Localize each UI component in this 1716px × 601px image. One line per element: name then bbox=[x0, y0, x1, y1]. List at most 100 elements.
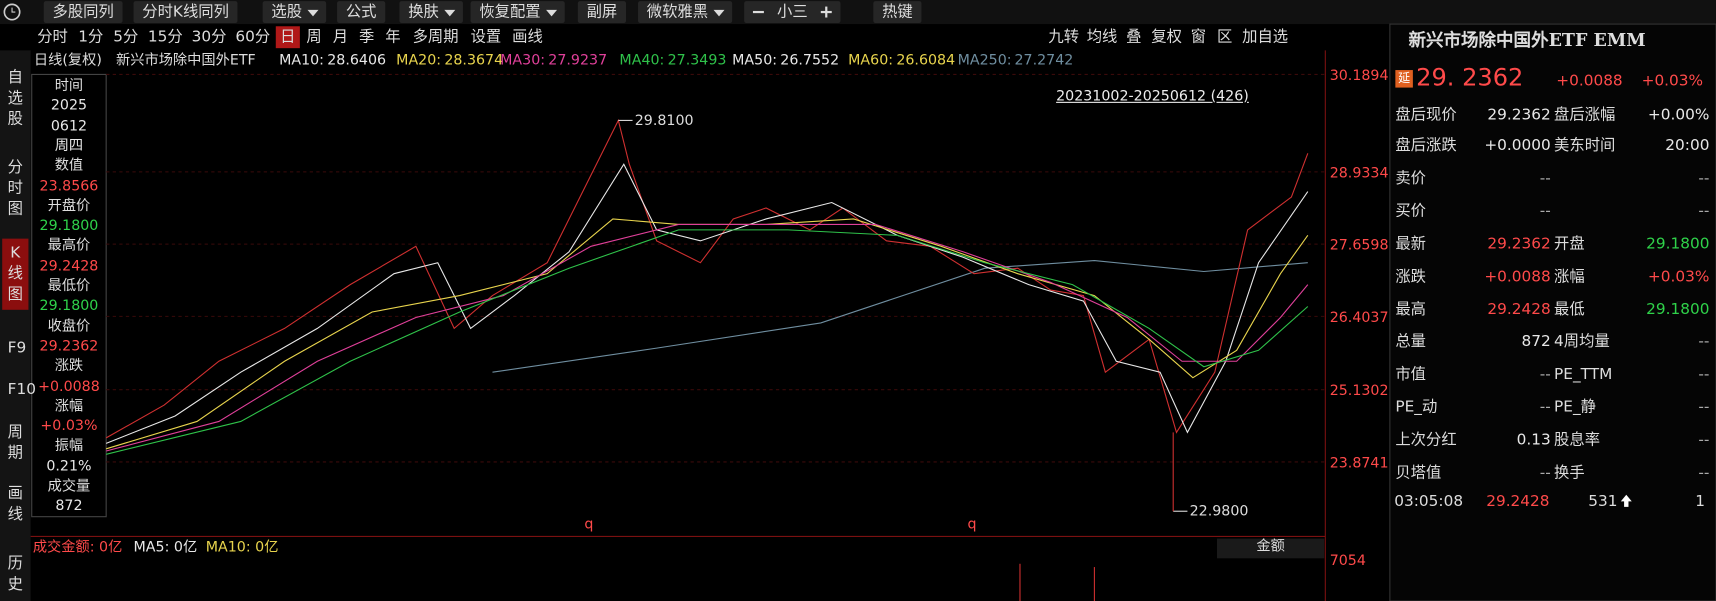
period-tab[interactable]: 季 bbox=[358, 28, 375, 46]
info-label: 成交量 bbox=[47, 478, 91, 495]
quote-cell: +0.0088 bbox=[1484, 268, 1551, 286]
toolbar-button[interactable]: 副屏 bbox=[577, 1, 626, 23]
info-value: 29.2428 bbox=[39, 258, 99, 275]
legend-title: 日线(复权) bbox=[33, 52, 102, 69]
ma250-line bbox=[492, 259, 1308, 373]
quote-cell: 29.1800 bbox=[1646, 235, 1710, 253]
period-tab[interactable]: 5分 bbox=[113, 28, 139, 46]
quote-cell: 开盘 bbox=[1554, 235, 1585, 253]
info-value: 29.1800 bbox=[39, 298, 99, 315]
quote-cell: 29.2428 bbox=[1487, 301, 1551, 319]
period-tab[interactable]: 日 bbox=[275, 26, 300, 49]
info-value: 2025 bbox=[50, 97, 88, 115]
toolbar-button[interactable]: 选股 bbox=[262, 1, 327, 23]
chart-tab[interactable]: 窗 bbox=[1190, 28, 1207, 46]
quote-cell: 盘后现价 bbox=[1395, 106, 1457, 124]
ma-label: MA250: bbox=[957, 52, 1012, 69]
period-tab[interactable]: 30分 bbox=[191, 28, 227, 46]
toolbar-button[interactable]: 公式 bbox=[337, 1, 386, 23]
toolbar-button[interactable]: 热键 bbox=[873, 1, 922, 23]
quote-cell: 盘后涨跌 bbox=[1395, 136, 1457, 155]
quote-cell: 29.2362 bbox=[1487, 106, 1551, 124]
quote-cell: 股息率 bbox=[1554, 431, 1601, 449]
toolbar-button[interactable]: 微软雅黑 bbox=[638, 1, 733, 23]
info-label: 最低价 bbox=[47, 278, 91, 295]
legend-name: 新兴市场除中国外ETF bbox=[116, 52, 256, 69]
quote-cell: +0.03% bbox=[1647, 268, 1710, 286]
period-tab[interactable]: 周 bbox=[306, 28, 322, 46]
toolbar-button[interactable]: 小三 bbox=[744, 1, 841, 23]
quote-title: 新兴市场除中国外ETF EMM bbox=[1408, 29, 1646, 51]
info-label: 最高价 bbox=[47, 237, 91, 255]
nav-item[interactable]: F10 bbox=[7, 380, 36, 399]
quote-cell: -- bbox=[1539, 202, 1551, 221]
quote-price: 29. 2362 bbox=[1416, 64, 1524, 92]
period-tab[interactable]: 月 bbox=[332, 28, 349, 46]
nav-item[interactable]: 自选股 bbox=[7, 68, 23, 129]
quote-cell: -- bbox=[1539, 169, 1551, 188]
quote-cell: +0.00% bbox=[1647, 106, 1710, 124]
period-tab[interactable]: 多周期 bbox=[412, 28, 459, 46]
period-tab[interactable]: 设置 bbox=[470, 28, 502, 46]
info-value: 0.21% bbox=[46, 458, 92, 475]
quote-cell: 市值 bbox=[1395, 365, 1427, 384]
nav-item[interactable]: K线图 bbox=[2, 238, 29, 310]
nav-item[interactable]: F9 bbox=[7, 339, 27, 357]
info-label: 开盘价 bbox=[47, 197, 91, 215]
toolbar-button[interactable]: 换肤 bbox=[399, 1, 463, 23]
chart-tab[interactable]: 九转 bbox=[1048, 28, 1080, 46]
quote-cell: -- bbox=[1698, 332, 1710, 351]
high-label: 29.8100 bbox=[634, 112, 694, 130]
quote-cell: PE_动 bbox=[1395, 398, 1438, 416]
tick-cell: 531 bbox=[1588, 492, 1618, 511]
period-tab[interactable]: 年 bbox=[385, 28, 401, 46]
period-tab[interactable]: 1分 bbox=[78, 28, 104, 46]
toolbar-button[interactable]: 恢复配置 bbox=[470, 1, 565, 23]
badge-bg bbox=[1395, 70, 1413, 88]
chart-tab[interactable]: 叠 bbox=[1126, 28, 1142, 46]
volume-tick: 7054 bbox=[1329, 552, 1366, 570]
quote-cell: 最新 bbox=[1395, 235, 1427, 253]
quote-cell: 4周均量 bbox=[1554, 332, 1610, 351]
ma-label: MA40: bbox=[619, 52, 665, 69]
quote-cell: 贝塔值 bbox=[1395, 464, 1442, 482]
price-line bbox=[105, 118, 1309, 439]
chart-tab[interactable]: 区 bbox=[1216, 28, 1233, 46]
period-tab[interactable]: 画线 bbox=[512, 28, 543, 46]
clock-hand bbox=[11, 7, 16, 13]
ma-label: MA10: bbox=[279, 52, 324, 69]
info-value: +0.0088 bbox=[38, 378, 100, 395]
period-tab[interactable]: 15分 bbox=[147, 28, 183, 46]
toolbar-button[interactable]: 分时K线同列 bbox=[133, 1, 238, 23]
info-label: 涨跌 bbox=[54, 358, 84, 375]
volume-selector[interactable]: 金额 bbox=[1216, 538, 1325, 559]
info-label: 振幅 bbox=[54, 438, 84, 455]
ma-value: 28.3674 bbox=[444, 52, 504, 69]
nav-item[interactable]: 历史 bbox=[7, 555, 23, 594]
quote-cell: -- bbox=[1698, 431, 1710, 449]
quote-cell: -- bbox=[1698, 398, 1710, 416]
chart-tab[interactable]: 加自选 bbox=[1242, 28, 1289, 46]
stepper-icon[interactable] bbox=[752, 10, 764, 14]
quote-cell: -- bbox=[1698, 464, 1710, 482]
info-value: +0.03% bbox=[40, 418, 98, 435]
quote-cell: -- bbox=[1698, 202, 1710, 221]
info-label: 时间 bbox=[54, 77, 84, 95]
toolbar-button[interactable]: 多股同列 bbox=[43, 1, 123, 23]
chart-tab[interactable]: 复权 bbox=[1151, 28, 1182, 46]
period-tab[interactable]: 60分 bbox=[235, 28, 271, 46]
left-nav-bg bbox=[0, 50, 31, 601]
ma-label: MA30: bbox=[500, 52, 546, 69]
quote-cell: -- bbox=[1539, 464, 1551, 482]
ma-value: 27.2742 bbox=[1014, 52, 1074, 69]
chart-tab[interactable]: 均线 bbox=[1086, 28, 1118, 46]
quote-cell: -- bbox=[1539, 365, 1551, 384]
nav-item[interactable]: 画线 bbox=[7, 484, 23, 524]
period-tab[interactable]: 分时 bbox=[37, 28, 68, 46]
ma-value: 28.6406 bbox=[327, 52, 387, 69]
quote-cell: 最高 bbox=[1395, 301, 1427, 319]
nav-item[interactable]: 分时图 bbox=[7, 158, 23, 218]
clock-icon bbox=[3, 3, 21, 21]
nav-item[interactable]: 周期 bbox=[7, 423, 23, 462]
price-tick: 28.9334 bbox=[1329, 165, 1389, 182]
